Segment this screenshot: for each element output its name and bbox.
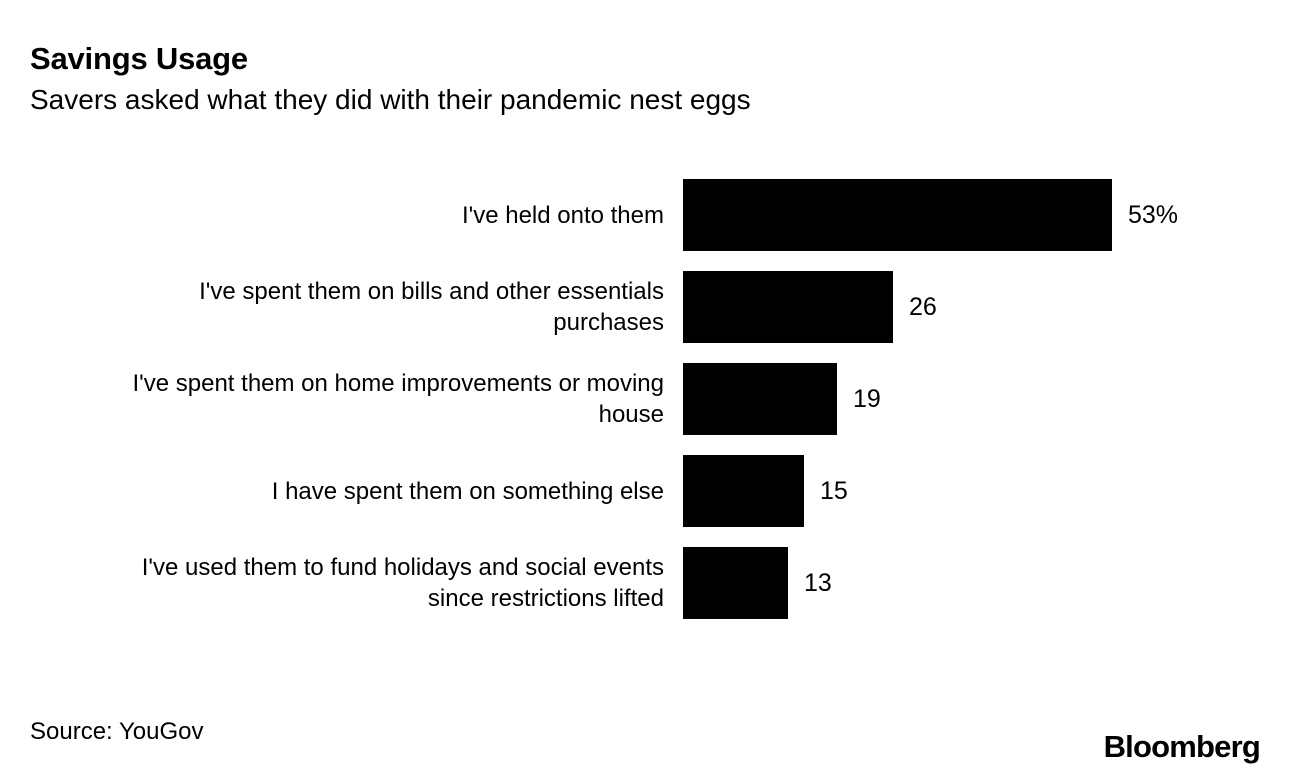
- chart-row: I've held onto them 53%: [0, 179, 1289, 251]
- bar-value-label: 19: [853, 384, 881, 413]
- chart-subtitle: Savers asked what they did with their pa…: [30, 84, 751, 115]
- bar-value-label: 26: [909, 292, 937, 321]
- bar-category-label: I've used them to fund holidays and soci…: [141, 554, 664, 612]
- bar-value-label: 15: [820, 476, 848, 505]
- source-label: Source: YouGov: [30, 718, 204, 745]
- bar: [683, 271, 893, 343]
- bar: [683, 455, 804, 527]
- bar: [683, 547, 788, 619]
- chart-row: I've used them to fund holidays and soci…: [0, 547, 1289, 619]
- bar-category-label: I've spent them on home improvements or …: [132, 370, 665, 428]
- chart-row: I have spent them on something else 15: [0, 455, 1289, 527]
- bar-category-label: I've held onto them: [461, 201, 664, 229]
- bar: [683, 179, 1112, 251]
- bar-value-label: 13: [804, 568, 832, 597]
- bloomberg-logo: Bloomberg: [1103, 729, 1261, 764]
- chart-header: Savings Usage Savers asked what they did…: [30, 41, 1259, 116]
- chart-row: I've spent them on home improvements or …: [0, 363, 1289, 435]
- bar-category-label: I've spent them on bills and other essen…: [199, 278, 664, 336]
- chart-title: Savings Usage: [30, 41, 248, 76]
- bar: [683, 363, 837, 435]
- bar-chart: I've held onto them 53% I've spent them on…: [0, 179, 1289, 639]
- bar-value-label: 53%: [1128, 200, 1179, 229]
- chart-row: I've spent them on bills and other essen…: [0, 271, 1289, 343]
- bar-category-label: I have spent them on something else: [271, 477, 664, 505]
